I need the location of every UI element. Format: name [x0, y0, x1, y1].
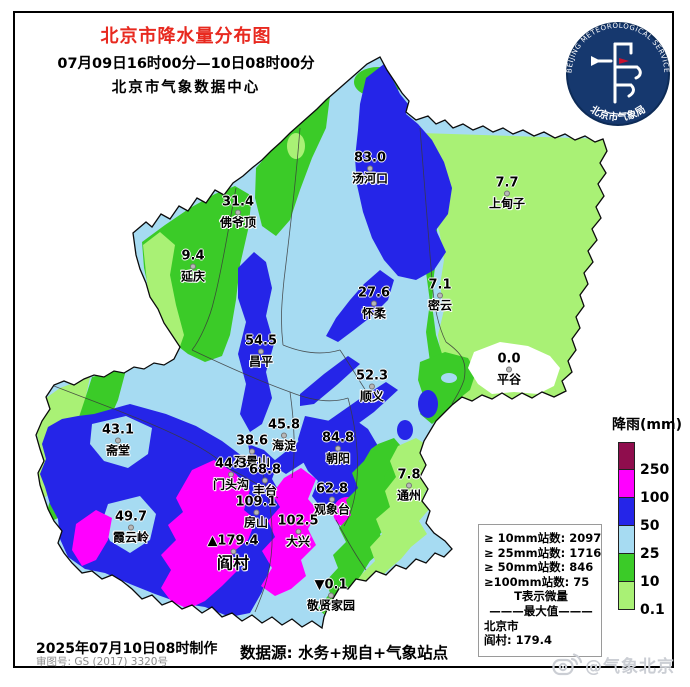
- legend-swatch: [618, 470, 635, 498]
- legend-swatch: [618, 582, 635, 610]
- legend-title: 降雨(mm): [612, 417, 682, 433]
- license-no: 审图号: GS (2017) 3320号: [36, 656, 168, 668]
- beijing-boundary: [35, 56, 608, 630]
- legend-swatch: [618, 498, 635, 526]
- legend-level-50: 50: [618, 498, 682, 534]
- legend-level-0.1: 0.1: [618, 582, 682, 618]
- logo-red-arrow: [619, 58, 629, 64]
- max-region: 北京市: [484, 618, 519, 633]
- bms-logo: BEIJING METEOROLOGICAL SERVICE 北京市气象局: [565, 21, 671, 127]
- stats-count-line: ≥ 25mm站数: 1716: [484, 545, 602, 560]
- legend-swatch: [618, 442, 635, 470]
- watermark: @气象北京: [552, 652, 675, 677]
- max-value-line: 阎村: 179.4: [484, 633, 552, 648]
- legend-level-250: 250: [618, 442, 682, 478]
- made-at: 2025年07月10日08时制作: [36, 641, 218, 657]
- legend-threshold: 100: [640, 490, 670, 506]
- logo-glyph: [596, 42, 642, 104]
- stats-counts: ≥ 10mm站数: 2097 ≥ 25mm站数: 1716 ≥ 50mm站数: 84…: [484, 531, 602, 589]
- map-title: 北京市降水量分布图: [100, 26, 272, 47]
- bms-logo-svg: BEIJING METEOROLOGICAL SERVICE 北京市气象局: [565, 22, 670, 126]
- title-block: 北京市降水量分布图 07月09日16时00分—10日08时00分 北京市气象数据…: [16, 22, 356, 97]
- map-org: 北京市气象数据中心: [111, 80, 261, 96]
- legend-levels: 250 100 50 25 10 0.1: [618, 442, 682, 618]
- logo-vane-cup: [591, 56, 601, 66]
- legend-level-10: 10: [618, 554, 682, 590]
- legend-threshold: 250: [640, 462, 670, 478]
- watermark-handle: @气象北京: [585, 657, 675, 677]
- district-boundaries: [53, 127, 466, 613]
- stats-count-line: ≥100mm站数: 75: [484, 574, 590, 589]
- legend-swatch: [618, 526, 635, 554]
- legend-threshold: 0.1: [640, 602, 665, 618]
- map-period: 07月09日16时00分—10日08时00分: [57, 56, 315, 72]
- stats-count-line: ≥ 10mm站数: 2097: [484, 531, 602, 545]
- stats-count-line: ≥ 50mm站数: 846: [484, 560, 594, 575]
- rain-legend: 降雨(mm) 250 100 50 25 10 0.1: [610, 414, 682, 618]
- legend-threshold: 10: [640, 574, 660, 590]
- legend-threshold: 25: [640, 546, 660, 562]
- legend-swatch: [618, 554, 635, 582]
- legend-level-100: 100: [618, 470, 682, 506]
- legend-level-25: 25: [618, 526, 682, 562]
- legend-threshold: 50: [640, 518, 660, 534]
- trace-note: T表示微量: [514, 589, 568, 604]
- data-source: 数据源: 水务+规自+气象站点: [240, 644, 449, 662]
- logo-circle: [566, 22, 670, 126]
- stats-box: ≥ 10mm站数: 2097 ≥ 25mm站数: 1716 ≥ 50mm站数: 84…: [478, 524, 602, 657]
- weibo-icon: [552, 652, 582, 675]
- max-divider: ———最大值———: [489, 603, 593, 618]
